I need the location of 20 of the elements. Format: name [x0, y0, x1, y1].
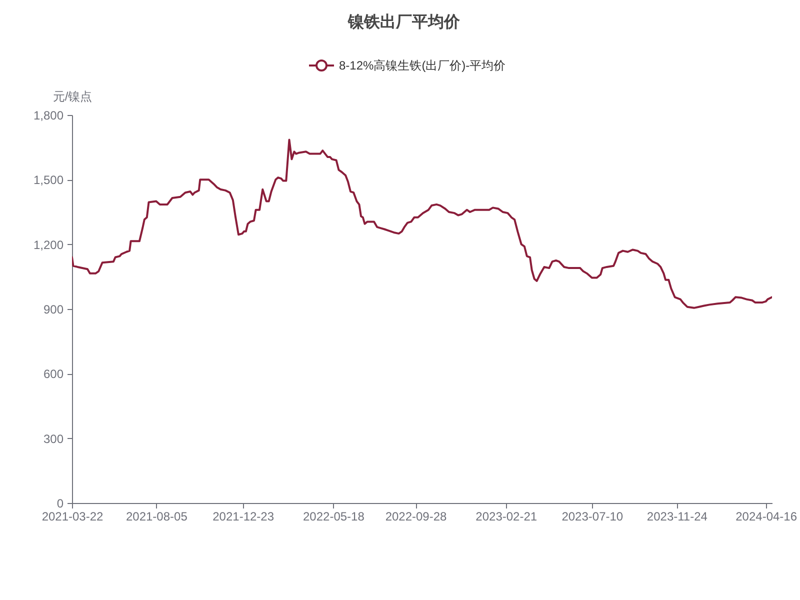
y-tick-label: 1,800: [33, 108, 64, 122]
y-tick-label: 1,200: [33, 238, 64, 252]
y-tick-label: 300: [43, 432, 64, 446]
x-tick-label: 2021-12-23: [212, 510, 274, 524]
x-tick-label: 2023-11-24: [646, 510, 708, 524]
x-tick-label: 2021-08-05: [126, 510, 188, 524]
chart-title: 镍铁出厂平均价: [347, 12, 461, 31]
x-tick-label: 2022-05-18: [302, 510, 365, 524]
y-axis-title: 元/镍点: [52, 90, 92, 104]
x-tick-label: 2021-03-22: [42, 510, 104, 524]
legend-label: 8-12%高镍生铁(出厂价)-平均价: [339, 58, 506, 72]
y-tick-label: 600: [43, 367, 64, 382]
y-tick-label: 1,500: [33, 173, 64, 188]
line-series: [72, 138, 772, 309]
x-tick-label: 2024-04-16: [736, 510, 798, 524]
x-tick-label: 2023-07-10: [562, 510, 624, 524]
y-tick-label: 0: [56, 496, 64, 510]
x-tick-label: 2023-02-21: [476, 510, 538, 524]
x-tick-label: 2022-09-28: [385, 510, 448, 524]
y-tick-label: 900: [43, 302, 64, 316]
